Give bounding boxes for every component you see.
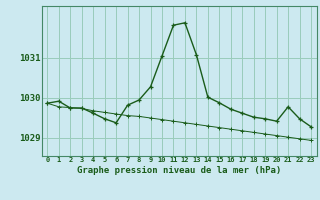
X-axis label: Graphe pression niveau de la mer (hPa): Graphe pression niveau de la mer (hPa) xyxy=(77,166,281,175)
